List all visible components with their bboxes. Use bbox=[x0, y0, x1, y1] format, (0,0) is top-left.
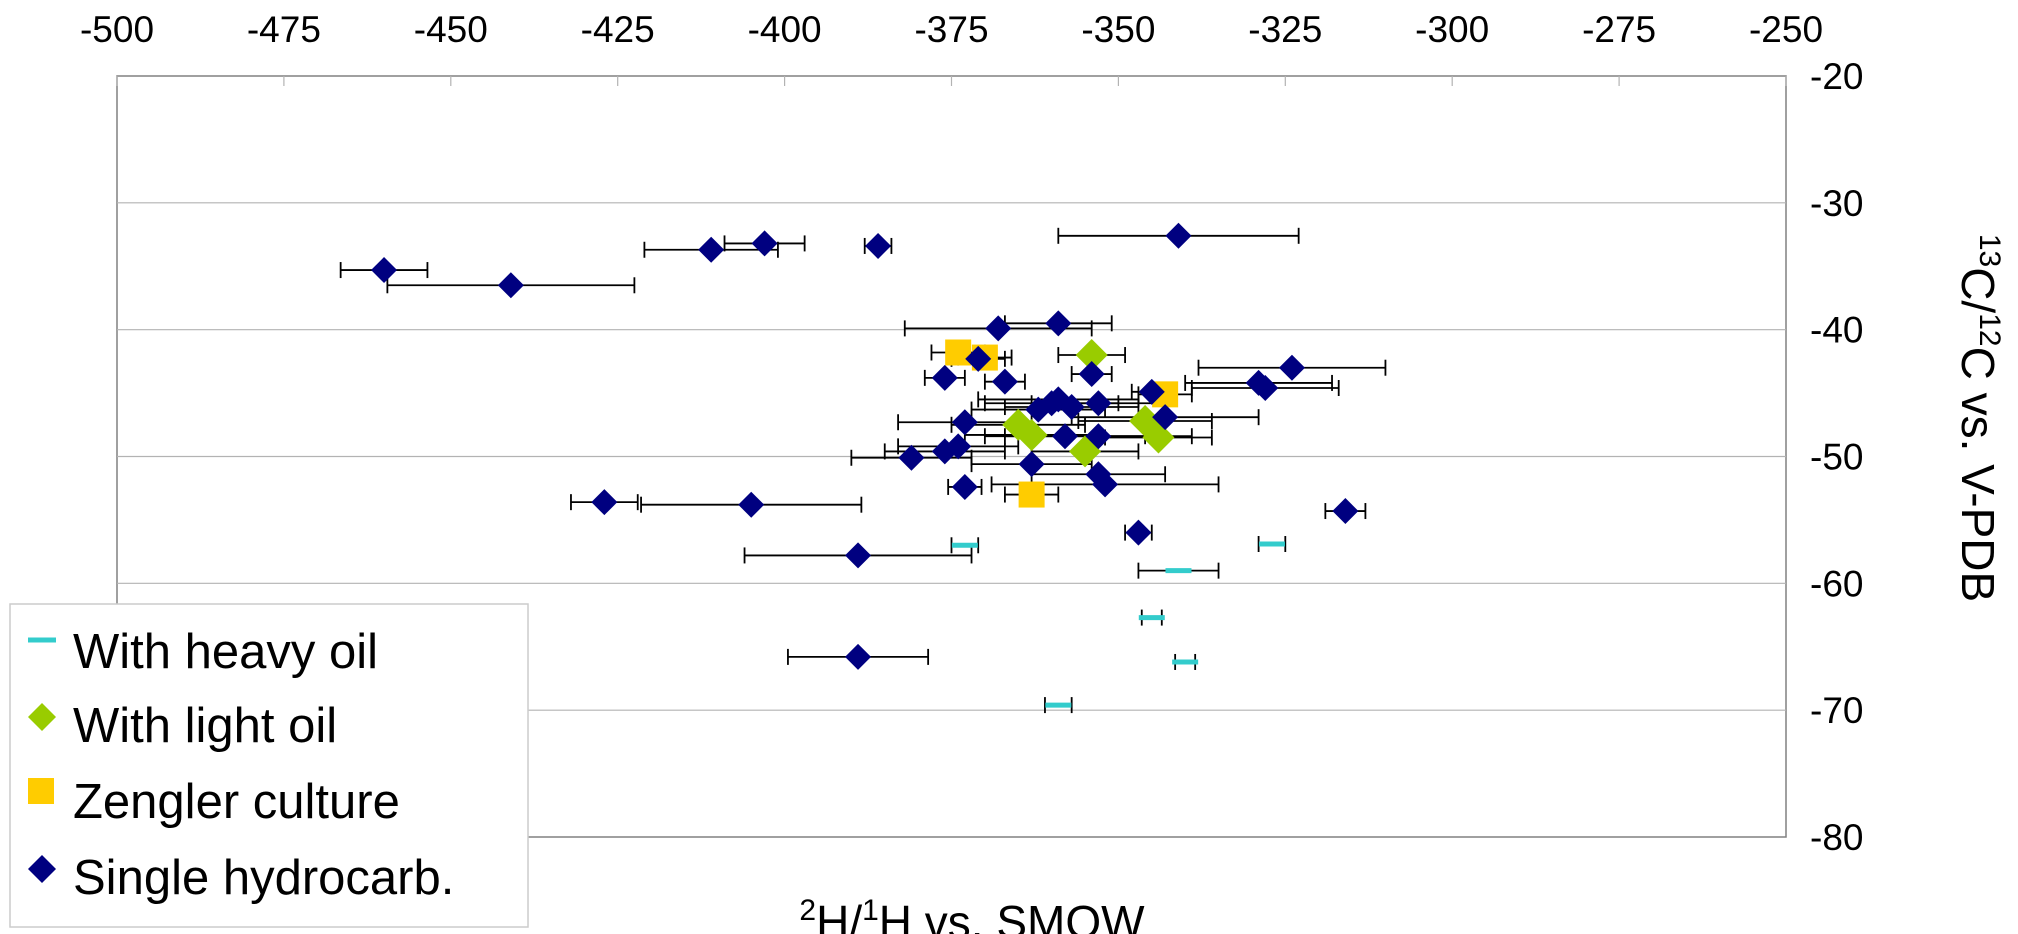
y-tick-label: -40 bbox=[1810, 310, 1863, 351]
data-point-with-light-oil bbox=[1015, 418, 1048, 451]
y-axis-title-sup2: 12 bbox=[1973, 313, 2006, 346]
x-axis-title-sup1: 2 bbox=[799, 894, 816, 927]
data-point-single-hydrocarb bbox=[951, 473, 978, 500]
x-tick-label: -275 bbox=[1582, 9, 1656, 50]
x-tick-label: -325 bbox=[1248, 9, 1322, 50]
data-point-with-light-oil bbox=[1142, 421, 1175, 454]
y-tick-label: -50 bbox=[1810, 437, 1863, 478]
data-point-single-hydrocarb bbox=[1165, 222, 1192, 249]
x-tick-labels: -500 -475 -450 -425 -400 -375 -350 -325 -300 -275… bbox=[80, 9, 1823, 86]
legend-marker-single-hydrocarb bbox=[28, 855, 56, 883]
data-point-single-hydrocarb bbox=[1092, 471, 1119, 498]
data-point-with-light-oil bbox=[1075, 339, 1108, 372]
x-tick-label: -425 bbox=[581, 9, 655, 50]
x-tick-label: -450 bbox=[414, 9, 488, 50]
x-tick-label: -375 bbox=[914, 9, 988, 50]
data-point-single-hydrocarb bbox=[738, 491, 765, 518]
data-point-single-hydrocarb bbox=[1045, 310, 1072, 337]
y-tick-label: -70 bbox=[1810, 690, 1863, 731]
legend-label-single-hydrocarb: Single hydrocarb. bbox=[73, 851, 454, 905]
data-point-single-hydrocarb bbox=[1025, 396, 1052, 423]
legend: With heavy oil With light oil Zengler cu… bbox=[9, 603, 529, 928]
data-point-single-hydrocarb bbox=[1045, 386, 1072, 413]
data-point-single-hydrocarb bbox=[751, 230, 778, 257]
x-tick-label: -300 bbox=[1415, 9, 1489, 50]
y-tick-label: -30 bbox=[1810, 183, 1863, 224]
y-axis-title: 13C/12C vs. V-PDB bbox=[1952, 234, 2006, 602]
data-point-single-hydrocarb bbox=[1085, 423, 1112, 450]
legend-box bbox=[9, 603, 529, 928]
data-point-single-hydrocarb bbox=[698, 236, 725, 263]
x-tick-label: -500 bbox=[80, 9, 154, 50]
data-point-single-hydrocarb bbox=[931, 364, 958, 391]
legend-label-light-oil: With light oil bbox=[73, 699, 337, 753]
x-axis-title: 2H/1H vs. SMOW bbox=[799, 894, 1145, 934]
x-tick-label: -400 bbox=[748, 9, 822, 50]
x-tick-label: -475 bbox=[247, 9, 321, 50]
data-point-zengler-culture bbox=[1018, 481, 1045, 508]
data-points bbox=[371, 222, 1359, 708]
data-point-single-hydrocarb bbox=[371, 257, 398, 284]
x-axis-title-sup2: 1 bbox=[862, 894, 879, 927]
x-tick-label: -350 bbox=[1081, 9, 1155, 50]
data-point-zengler-culture bbox=[945, 339, 972, 366]
x-tick-label: -250 bbox=[1749, 9, 1823, 50]
data-point-single-hydrocarb bbox=[951, 409, 978, 436]
data-point-single-hydrocarb bbox=[865, 232, 892, 259]
y-tick-label: -20 bbox=[1810, 56, 1863, 97]
data-point-single-hydrocarb bbox=[991, 368, 1018, 395]
data-point-single-hydrocarb bbox=[497, 272, 524, 299]
data-point-single-hydrocarb bbox=[591, 489, 618, 516]
data-point-single-hydrocarb bbox=[1152, 404, 1179, 431]
data-point-single-hydrocarb bbox=[1085, 390, 1112, 417]
legend-label-zengler: Zengler culture bbox=[73, 775, 400, 829]
data-point-single-hydrocarb bbox=[1278, 354, 1305, 381]
y-tick-label: -80 bbox=[1810, 817, 1863, 858]
data-point-single-hydrocarb bbox=[1138, 378, 1165, 405]
data-point-single-hydrocarb bbox=[931, 438, 958, 465]
y-axis-title-sup1: 13 bbox=[1973, 234, 2006, 267]
data-point-single-hydrocarb bbox=[1125, 519, 1152, 546]
legend-marker-light-oil bbox=[28, 703, 56, 731]
data-point-single-hydrocarb bbox=[1078, 361, 1105, 388]
data-point-single-hydrocarb bbox=[1332, 498, 1359, 525]
data-point-single-hydrocarb bbox=[985, 315, 1012, 342]
data-point-single-hydrocarb bbox=[1252, 375, 1279, 402]
data-point-single-hydrocarb bbox=[845, 542, 872, 569]
data-point-single-hydrocarb bbox=[845, 643, 872, 670]
y-tick-label: -60 bbox=[1810, 563, 1863, 604]
data-point-single-hydrocarb bbox=[898, 444, 925, 471]
x-axis-title-part2: H vs. SMOW bbox=[879, 896, 1145, 934]
data-point-single-hydrocarb bbox=[1018, 451, 1045, 478]
y-axis-title-part2: C vs. V-PDB bbox=[1952, 347, 2004, 603]
x-axis-title-part1: H/ bbox=[816, 896, 862, 934]
data-point-single-hydrocarb bbox=[965, 345, 992, 372]
data-point-single-hydrocarb bbox=[1051, 423, 1078, 450]
legend-marker-zengler bbox=[28, 778, 54, 804]
y-axis-title-part1: C/ bbox=[1952, 267, 2004, 313]
legend-label-heavy-oil: With heavy oil bbox=[73, 625, 378, 679]
y-tick-labels: -20 -30 -40 -50 -60 -70 -80 bbox=[1810, 56, 1863, 858]
